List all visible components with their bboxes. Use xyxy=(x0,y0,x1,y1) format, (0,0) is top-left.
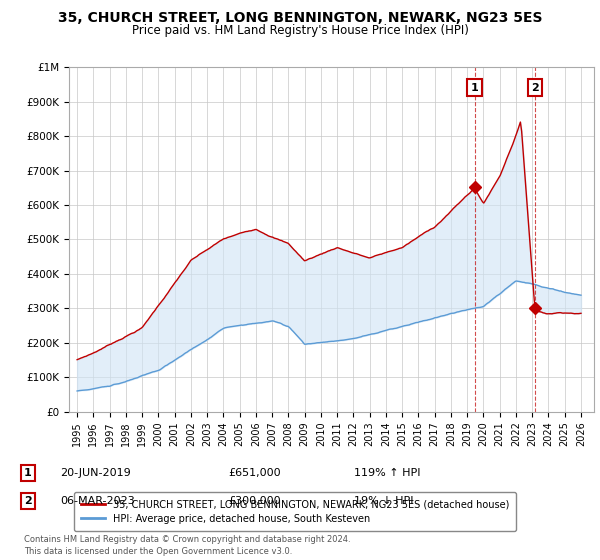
Text: 1: 1 xyxy=(24,468,32,478)
Text: 20-JUN-2019: 20-JUN-2019 xyxy=(60,468,131,478)
Text: 06-MAR-2023: 06-MAR-2023 xyxy=(60,496,135,506)
Text: £300,000: £300,000 xyxy=(228,496,281,506)
Text: 35, CHURCH STREET, LONG BENNINGTON, NEWARK, NG23 5ES: 35, CHURCH STREET, LONG BENNINGTON, NEWA… xyxy=(58,11,542,25)
Text: £651,000: £651,000 xyxy=(228,468,281,478)
Text: 2: 2 xyxy=(531,83,539,93)
Legend: 35, CHURCH STREET, LONG BENNINGTON, NEWARK, NG23 5ES (detached house), HPI: Aver: 35, CHURCH STREET, LONG BENNINGTON, NEWA… xyxy=(74,492,516,531)
Text: Contains HM Land Registry data © Crown copyright and database right 2024.
This d: Contains HM Land Registry data © Crown c… xyxy=(24,535,350,556)
Text: 19% ↓ HPI: 19% ↓ HPI xyxy=(354,496,413,506)
Text: 1: 1 xyxy=(471,83,479,93)
Text: 119% ↑ HPI: 119% ↑ HPI xyxy=(354,468,421,478)
Text: Price paid vs. HM Land Registry's House Price Index (HPI): Price paid vs. HM Land Registry's House … xyxy=(131,24,469,36)
Text: 2: 2 xyxy=(24,496,32,506)
